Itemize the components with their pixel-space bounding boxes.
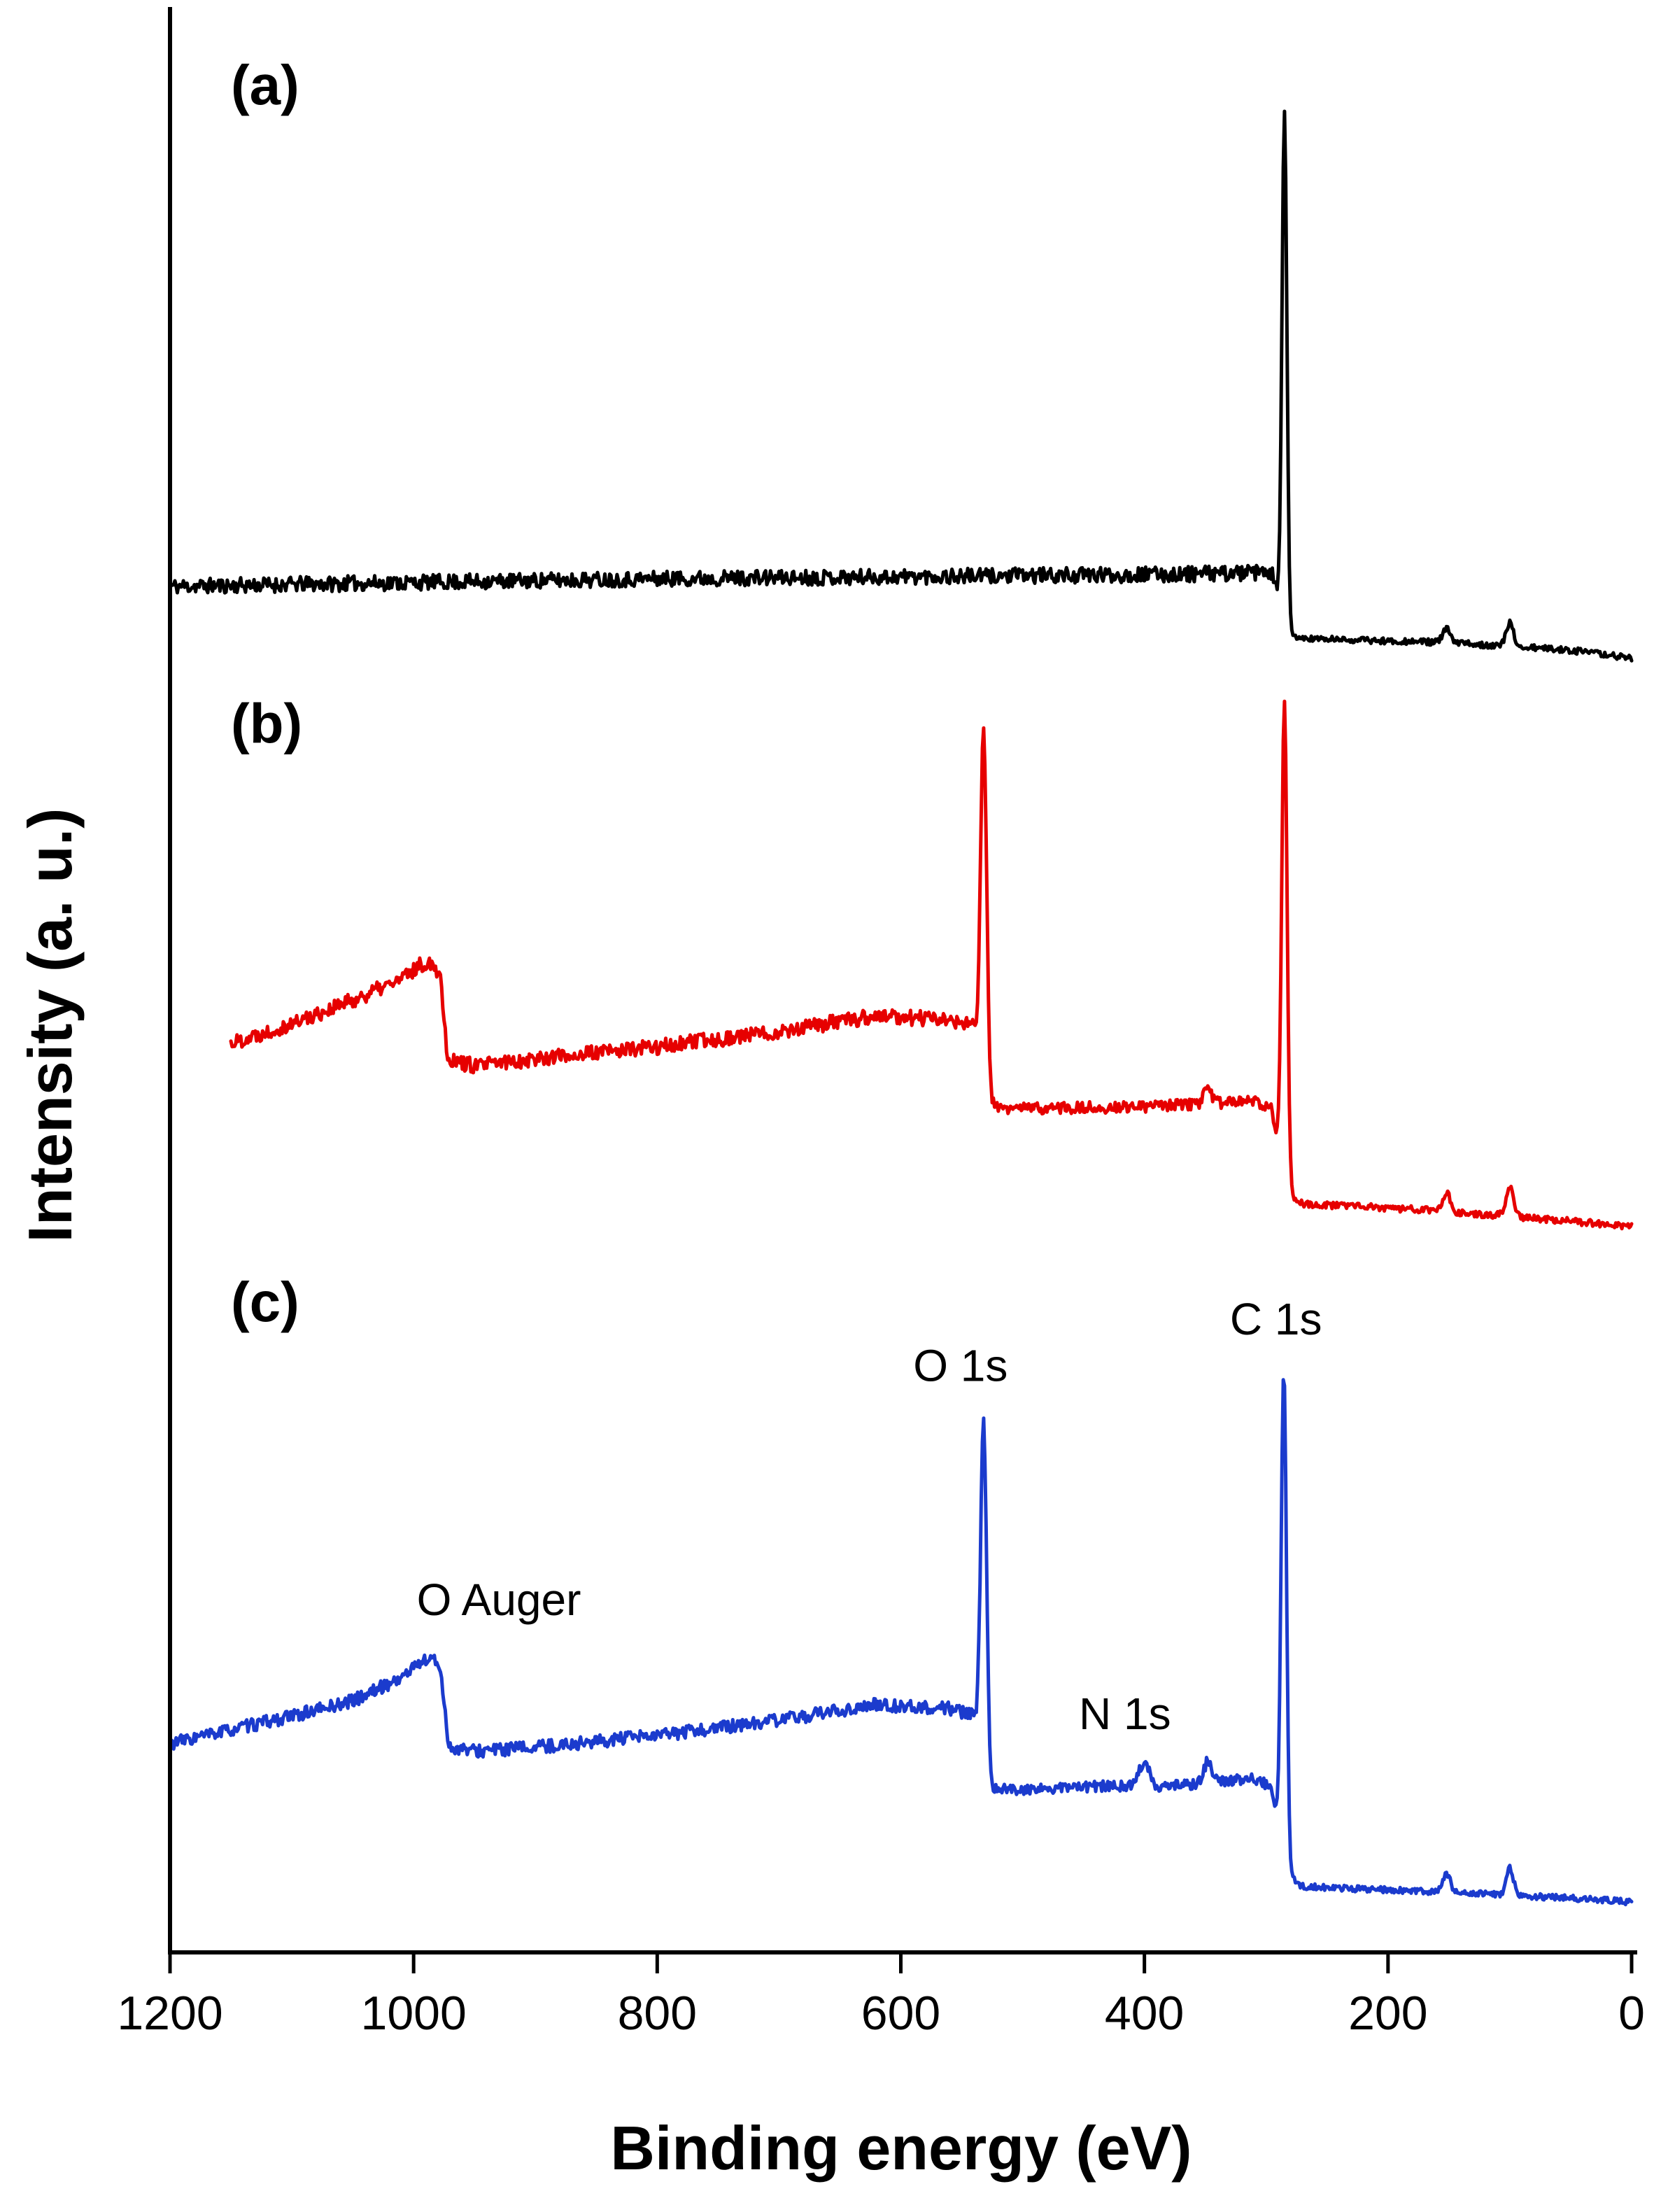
x-tick-label: 800 — [618, 1987, 697, 2040]
series-line-a — [168, 109, 1634, 663]
x-tick-label: 600 — [861, 1987, 940, 2040]
x-tick-label: 400 — [1105, 1987, 1184, 2040]
x-tick-label: 1000 — [361, 1987, 467, 2040]
panel-label-c: (c) — [231, 1271, 299, 1333]
x-axis-title: Binding energy (eV) — [610, 2113, 1192, 2183]
x-tick-label: 0 — [1618, 1987, 1645, 2040]
x-axis-ticks: 1200 1000 800 600 400 200 0 — [117, 1952, 1645, 2040]
peak-annotation-o-1s: O 1s — [913, 1340, 1008, 1390]
peak-annotation-o-auger: O Auger — [417, 1575, 581, 1625]
peak-annotation-n-1s: N 1s — [1079, 1689, 1171, 1739]
series-line-c — [168, 1378, 1634, 1907]
panel-label-b: (b) — [231, 692, 302, 754]
y-axis-title: Intensity (a. u.) — [15, 808, 85, 1243]
annotation-layer: (a) (b) (c) O Auger O 1s N 1s C 1s — [231, 54, 1322, 1739]
panel-label-a: (a) — [231, 54, 299, 116]
x-tick-label: 1200 — [117, 1987, 222, 2040]
x-tick-label: 200 — [1348, 1987, 1427, 2040]
peak-annotation-c-1s: C 1s — [1230, 1294, 1322, 1344]
plot-layer — [168, 109, 1634, 1907]
series-line-b — [229, 699, 1634, 1231]
